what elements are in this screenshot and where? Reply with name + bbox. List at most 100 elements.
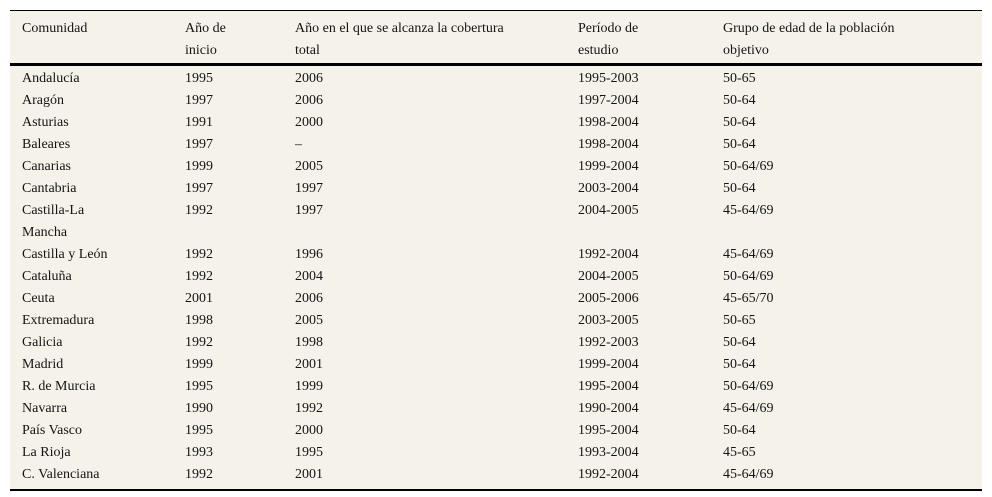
table-cell: 2005 (295, 159, 323, 174)
table-cell: 1997-2004 (578, 93, 639, 108)
table-cell: 50-64 (723, 181, 756, 196)
table-cell: 1992 (185, 247, 213, 262)
table-cell: 50-64/69 (723, 269, 774, 284)
table-row: R. de Murcia 1995 1999 1995-2004 50-64/69 (10, 376, 982, 398)
table-cell: R. de Murcia (22, 379, 96, 394)
table-cell: 50-64 (723, 357, 756, 372)
column-header-grupo-edad-poblacion-objetivo: Grupo de edad de la población objetivo (723, 10, 982, 66)
table-cell: Galicia (22, 335, 63, 350)
table-cell: Extremadura (22, 313, 95, 328)
table-cell: 1995-2004 (578, 379, 639, 394)
table-cell: 50-65 (723, 71, 756, 86)
table-body: Andalucía 1995 2006 1995-2003 50-65 Aragón 199… (10, 65, 982, 491)
table-cell: Navarra (22, 401, 68, 416)
column-header-anio-cobertura-total: Año en el que se alcanza la cobertura tot… (295, 10, 578, 66)
coverage-table-container: Comunidad Año de inicio Año en el que se al… (10, 10, 982, 491)
column-header-comunidad: Comunidad (10, 10, 185, 66)
table-cell: 1992 (185, 269, 213, 284)
table-cell: 1992-2004 (578, 247, 639, 262)
table-cell: Castilla y León (22, 247, 108, 262)
table-cell: 2000 (295, 115, 323, 130)
table-cell: 2003-2004 (578, 181, 639, 196)
table-cell: 50-64 (723, 423, 756, 438)
table-cell: 1995-2003 (578, 71, 639, 86)
table-cell: 1992-2004 (578, 467, 639, 482)
table-cell: 2003-2005 (578, 313, 639, 328)
table-cell: 1992-2003 (578, 335, 639, 350)
column-header-anio-de-inicio: Año de inicio (185, 10, 295, 66)
table-cell: 1997 (295, 203, 323, 218)
table-cell: 2001 (295, 357, 323, 372)
table-cell: 1999 (185, 159, 213, 174)
table-cell: La Rioja (22, 445, 71, 460)
table-cell: 2004-2005 (578, 269, 639, 284)
table-cell: País Vasco (22, 423, 83, 438)
table-cell: 1995 (295, 445, 323, 460)
table-cell: 45-65 (723, 445, 756, 460)
table-cell: 2005-2006 (578, 291, 639, 306)
table-row: Canarias 1999 2005 1999-2004 50-64/69 (10, 156, 982, 178)
table-cell: 1995-2004 (578, 423, 639, 438)
header-row: Comunidad Año de inicio Año en el que se al… (10, 10, 982, 66)
table-cell: 1990 (185, 401, 213, 416)
table-cell: 2005 (295, 313, 323, 328)
table-cell: 45-64/69 (723, 401, 774, 416)
table-cell: 1992 (185, 467, 213, 482)
table-cell: Madrid (22, 357, 64, 372)
table-row: C. Valenciana 1992 2001 1992-2004 45-64/69 (10, 464, 982, 490)
table-cell: 50-64/69 (723, 159, 774, 174)
table-cell: 1991 (185, 115, 213, 130)
table-cell: 1997 (185, 137, 213, 152)
coverage-table: Comunidad Año de inicio Año en el que se al… (10, 10, 982, 491)
table-cell: 1997 (185, 93, 213, 108)
table-cell: 2004 (295, 269, 323, 284)
table-cell: 1999-2004 (578, 357, 639, 372)
table-header: Comunidad Año de inicio Año en el que se al… (10, 10, 982, 66)
table-row: Madrid 1999 2001 1999-2004 50-64 (10, 354, 982, 376)
table-cell: 1995 (185, 379, 213, 394)
table-cell: Baleares (22, 137, 71, 152)
table-cell: 1997 (295, 181, 323, 196)
table-row: Ceuta 2001 2006 2005-2006 45-65/70 (10, 288, 982, 310)
table-cell: 45-65/70 (723, 291, 774, 306)
table-cell: Canarias (22, 159, 71, 174)
table-row: Asturias 1991 2000 1998-2004 50-64 (10, 112, 982, 134)
table-row: Aragón 1997 2006 1997-2004 50-64 (10, 90, 982, 112)
table-row: Cataluña 1992 2004 2004-2005 50-64/69 (10, 266, 982, 288)
table-row: Castilla y León 1992 1996 1992-2004 45-64/69 (10, 244, 982, 266)
table-cell: 1993-2004 (578, 445, 639, 460)
table-row: Cantabria 1997 1997 2003-2004 50-64 (10, 178, 982, 200)
table-row: País Vasco 1995 2000 1995-2004 50-64 (10, 420, 982, 442)
table-cell: Ceuta (22, 291, 55, 306)
table-row: Navarra 1990 1992 1990-2004 45-64/69 (10, 398, 982, 420)
table-cell: 2001 (295, 467, 323, 482)
table-cell: 2004-2005 (578, 203, 639, 218)
table-cell: 1998-2004 (578, 115, 639, 130)
table-cell: 45-64/69 (723, 247, 774, 262)
table-row: Baleares 1997 – 1998-2004 50-64 (10, 134, 982, 156)
table-cell: 50-64 (723, 115, 756, 130)
table-row: Extremadura 1998 2005 2003-2005 50-65 (10, 310, 982, 332)
table-cell: 1995 (185, 423, 213, 438)
table-cell: 1992 (185, 203, 213, 218)
table-cell: 1996 (295, 247, 323, 262)
table-cell: 1998 (295, 335, 323, 350)
table-cell: 45-64/69 (723, 203, 774, 218)
table-cell: 1990-2004 (578, 401, 639, 416)
table-cell: Castilla-La Mancha (22, 203, 85, 240)
table-cell: 1998 (185, 313, 213, 328)
table-cell: 2001 (185, 291, 213, 306)
table-cell: Asturias (22, 115, 69, 130)
table-cell: 45-64/69 (723, 467, 774, 482)
table-cell: 1997 (185, 181, 213, 196)
table-cell: 1999-2004 (578, 159, 639, 174)
table-cell: 50-64 (723, 335, 756, 350)
table-cell: 50-64 (723, 93, 756, 108)
table-cell: 1992 (295, 401, 323, 416)
table-cell: 1999 (185, 357, 213, 372)
table-cell: Cataluña (22, 269, 72, 284)
table-cell: 1999 (295, 379, 323, 394)
table-cell: Cantabria (22, 181, 77, 196)
table-cell: 50-65 (723, 313, 756, 328)
